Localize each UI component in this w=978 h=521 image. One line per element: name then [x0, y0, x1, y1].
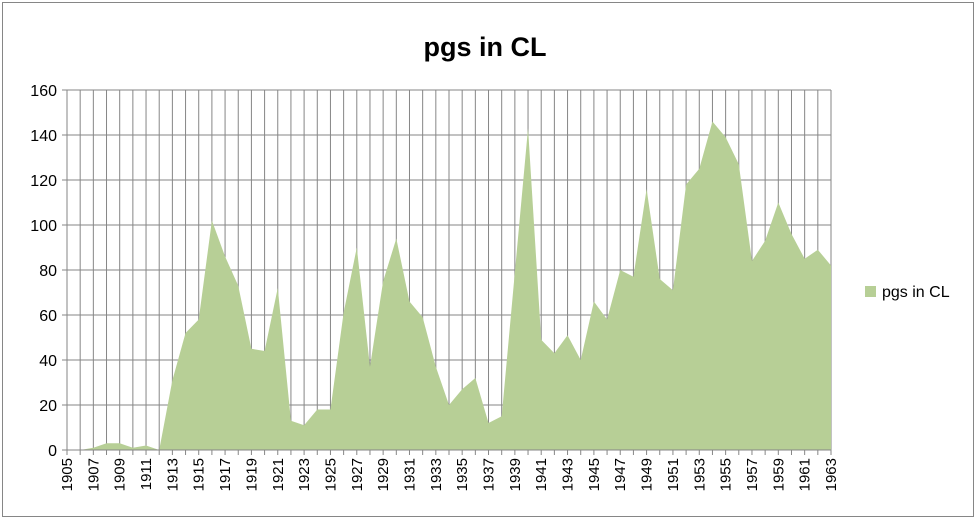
x-tick-label: 1905: [59, 458, 76, 491]
x-tick-label: 1917: [217, 458, 234, 491]
y-tick-label: 160: [30, 83, 57, 100]
x-tick-label: 1923: [296, 458, 313, 491]
x-tick-label: 1957: [744, 458, 761, 491]
x-tick-label: 1925: [322, 458, 339, 491]
x-tick-label: 1911: [138, 458, 155, 490]
y-tick-label: 140: [30, 128, 57, 145]
chart-title: pgs in CL: [424, 32, 547, 62]
x-tick-label: 1955: [718, 458, 735, 491]
series-area-pgs-in-cl: [67, 121, 831, 450]
x-tick-label: 1941: [533, 458, 550, 491]
x-tick-label: 1943: [560, 458, 577, 491]
series-area-layer: [67, 121, 831, 450]
x-tick-label: 1915: [191, 458, 208, 491]
axes: [62, 89, 832, 455]
x-tick-label: 1919: [243, 458, 260, 491]
x-tick-label: 1939: [507, 458, 524, 491]
x-tick-label: 1951: [665, 458, 682, 491]
legend-label: pgs in CL: [882, 284, 950, 301]
x-tick-label: 1945: [586, 458, 603, 491]
x-tick-label: 1953: [691, 458, 708, 491]
legend: pgs in CL: [865, 284, 950, 301]
x-tick-label: 1921: [270, 458, 287, 491]
y-tick-label: 0: [48, 443, 57, 460]
x-tick-label: 1949: [639, 458, 656, 491]
y-tick-label: 100: [30, 218, 57, 235]
x-tick-label: 1935: [454, 458, 471, 491]
x-tick-label: 1913: [164, 458, 181, 491]
y-tick-label: 20: [39, 398, 57, 415]
x-tick-label: 1961: [797, 458, 814, 491]
y-tick-label: 40: [39, 353, 57, 370]
x-tick-label: 1907: [85, 458, 102, 491]
x-tick-label: 1937: [481, 458, 498, 491]
x-tick-label: 1909: [112, 458, 129, 491]
y-tick-label: 60: [39, 308, 57, 325]
x-tick-label: 1947: [612, 458, 629, 491]
x-tick-label: 1929: [375, 458, 392, 491]
x-tick-label: 1933: [428, 458, 445, 491]
legend-swatch: [865, 286, 876, 297]
y-axis-tick-labels: 0 20 40 60 80 100 120 140 160: [30, 83, 57, 460]
x-tick-label: 1927: [349, 458, 366, 491]
x-tick-label: 1959: [770, 458, 787, 491]
x-tick-label: 1963: [823, 458, 840, 491]
y-tick-label: 120: [30, 173, 57, 190]
x-axis-tick-labels: 1905 1907 1909 1911 1913 1915 1917 1919 1921 1923…: [59, 458, 840, 491]
y-tick-label: 80: [39, 263, 57, 280]
x-tick-label: 1931: [401, 458, 418, 491]
